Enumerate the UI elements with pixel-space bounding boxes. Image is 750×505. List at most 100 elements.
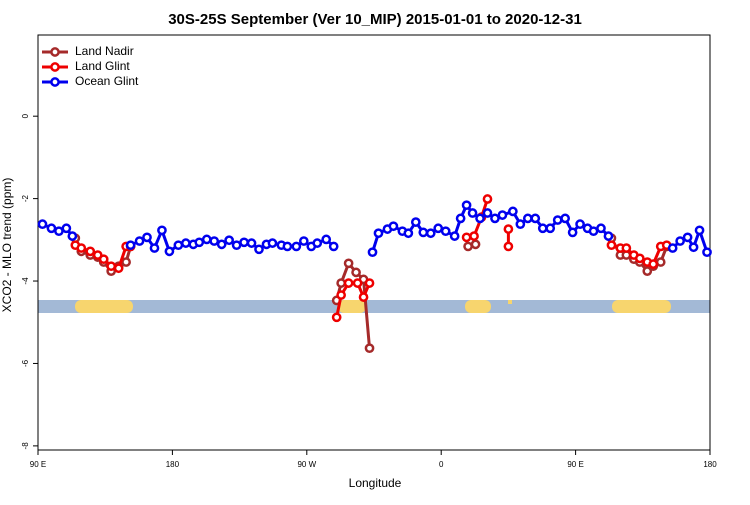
point — [667, 243, 678, 253]
point — [209, 236, 220, 246]
point — [388, 221, 399, 232]
point — [567, 227, 578, 238]
legend-marker — [50, 47, 60, 57]
y-tick-label: -6 — [21, 359, 30, 367]
point — [46, 223, 57, 234]
x-tick-label: 0 — [439, 460, 444, 469]
point — [440, 226, 451, 237]
point — [254, 244, 264, 255]
point — [149, 243, 160, 253]
legend-label: Land Nadir — [75, 44, 134, 58]
point — [688, 242, 699, 253]
point — [467, 208, 478, 218]
point — [125, 240, 136, 251]
point — [537, 223, 548, 234]
point — [343, 258, 354, 269]
point — [336, 290, 346, 300]
point — [194, 237, 205, 248]
point — [634, 253, 645, 264]
point — [449, 231, 460, 241]
point — [621, 243, 632, 253]
point — [482, 208, 493, 218]
point — [560, 213, 570, 224]
point — [98, 254, 109, 265]
point — [418, 227, 429, 238]
point — [134, 236, 145, 246]
point — [231, 240, 242, 251]
point — [469, 231, 479, 241]
point — [76, 243, 87, 253]
point — [157, 225, 167, 236]
point — [298, 236, 309, 246]
point — [410, 217, 421, 227]
point — [522, 213, 533, 224]
point — [682, 232, 693, 243]
point — [545, 223, 556, 234]
point — [367, 247, 378, 258]
point — [224, 235, 234, 246]
point — [470, 239, 481, 250]
point — [475, 213, 485, 224]
land-ocean-band — [38, 300, 710, 313]
point — [267, 238, 278, 248]
point — [503, 241, 514, 252]
point — [54, 226, 64, 237]
point — [461, 200, 472, 211]
point — [173, 240, 184, 251]
point — [67, 231, 78, 241]
point — [373, 228, 384, 239]
point — [164, 246, 175, 257]
ocean-band — [38, 300, 710, 313]
series — [37, 200, 712, 258]
point — [312, 238, 323, 248]
land-patch — [508, 300, 512, 304]
point — [352, 278, 363, 288]
point — [694, 225, 705, 236]
point — [482, 194, 493, 204]
point — [403, 228, 414, 239]
x-tick-label: 90 E — [30, 460, 46, 469]
point — [433, 223, 444, 234]
y-tick-label: 0 — [21, 113, 30, 118]
point — [239, 237, 249, 248]
point — [321, 234, 332, 245]
x-tick-label: 180 — [166, 460, 180, 469]
land-patch — [75, 300, 133, 313]
point — [552, 215, 563, 225]
point — [497, 210, 508, 220]
legend-marker — [50, 77, 60, 87]
point — [503, 224, 514, 234]
point — [291, 241, 302, 252]
y-tick-label: -8 — [21, 442, 30, 450]
point — [61, 223, 72, 234]
point — [702, 247, 712, 258]
x-tick-label: 90 E — [567, 460, 583, 469]
point — [642, 266, 653, 276]
point — [113, 263, 124, 274]
chart-title: 30S-25S September (Ver 10_MIP) 2015-01-0… — [168, 11, 582, 28]
point — [490, 213, 500, 224]
point — [461, 232, 472, 243]
point — [455, 213, 466, 224]
point — [588, 226, 599, 237]
point — [463, 241, 473, 252]
point — [216, 239, 227, 250]
point — [142, 232, 152, 243]
point — [364, 278, 375, 288]
point — [343, 278, 354, 288]
y-axis-label: XCO2 - MLO trend (ppm) — [0, 178, 14, 313]
x-tick-label: 180 — [703, 460, 717, 469]
x-axis-label: Longitude — [349, 476, 402, 490]
point — [246, 238, 257, 248]
point — [575, 219, 585, 230]
point — [85, 246, 96, 257]
point — [358, 292, 369, 302]
point — [328, 241, 339, 252]
y-tick-label: -4 — [21, 277, 30, 285]
point — [530, 213, 541, 224]
land-patch — [612, 300, 671, 313]
point — [364, 343, 375, 354]
legend-marker — [50, 62, 60, 72]
point — [331, 312, 342, 323]
